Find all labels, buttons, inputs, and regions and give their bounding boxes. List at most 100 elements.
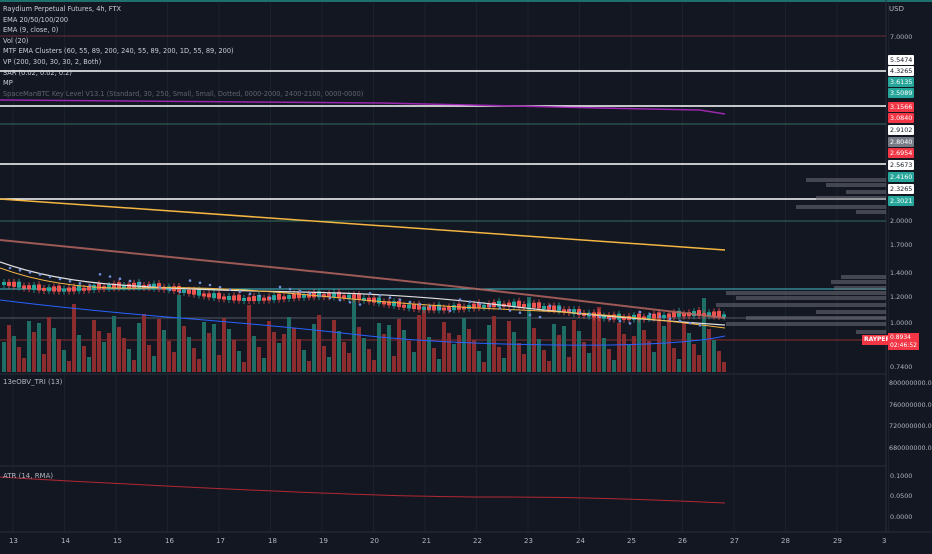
obv-legend[interactable]: 13eOBV_TRI (13) bbox=[3, 378, 63, 386]
legend-item-volume[interactable]: Vol (20) bbox=[3, 36, 29, 45]
key-level-label: 3.1566 bbox=[888, 102, 915, 112]
volume-bar bbox=[462, 318, 466, 372]
volume-bar bbox=[672, 348, 676, 372]
volume-bar bbox=[357, 327, 361, 372]
volume-profile-bar bbox=[856, 330, 886, 334]
sar-dot bbox=[648, 313, 652, 316]
sar-dot bbox=[328, 296, 332, 300]
candle-body bbox=[497, 300, 501, 307]
candle-body bbox=[562, 309, 566, 313]
last-price-value: 0.8934 bbox=[890, 334, 911, 341]
candle-body bbox=[377, 297, 381, 304]
volume-profile-bar bbox=[726, 322, 886, 326]
legend-item-ema-9[interactable]: EMA (9, close, 0) bbox=[3, 26, 59, 35]
volume-bar bbox=[57, 339, 61, 372]
volume-profile-bar bbox=[826, 183, 886, 187]
candle-body bbox=[47, 287, 51, 292]
volume-bar bbox=[7, 325, 11, 372]
volume-bar bbox=[637, 319, 641, 372]
volume-bar bbox=[217, 355, 221, 372]
volume-bar bbox=[717, 351, 721, 372]
volume-bar bbox=[162, 330, 166, 372]
candle-body bbox=[287, 294, 291, 299]
volume-bar bbox=[157, 319, 161, 372]
sar-dot bbox=[508, 309, 512, 312]
volume-bar bbox=[142, 314, 146, 372]
legend-item-ema-20-50-100-200[interactable]: EMA 20/50/100/200 bbox=[3, 15, 69, 24]
legend-item-mtf-ema-clusters[interactable]: MTF EMA Clusters (60, 55, 89, 200, 240, … bbox=[3, 47, 234, 56]
legend-item-sar[interactable]: SAR (0.02, 0.02, 0.2) bbox=[3, 68, 72, 77]
volume-bar bbox=[457, 335, 461, 372]
sar-dot bbox=[408, 300, 412, 304]
volume-bar bbox=[652, 352, 656, 372]
candle-body bbox=[97, 283, 101, 290]
volume-bar bbox=[47, 317, 51, 372]
volume-bar bbox=[617, 323, 621, 372]
time-tick: 26 bbox=[678, 537, 687, 545]
candle-body bbox=[367, 297, 371, 302]
symbol-price-tag: RAYPERP bbox=[862, 335, 897, 345]
volume-profile-bar bbox=[726, 291, 886, 295]
candle-body bbox=[362, 297, 366, 301]
price-tick: 1.2000 bbox=[890, 293, 913, 301]
candle-body bbox=[522, 304, 526, 308]
sar-dot bbox=[418, 302, 422, 306]
candle-body bbox=[232, 295, 236, 301]
candle-body bbox=[237, 294, 241, 301]
candle-body bbox=[72, 286, 76, 292]
legend-item-volume-profile[interactable]: VP (200, 300, 30, 30, 2, Both) bbox=[3, 57, 102, 66]
sar-dot bbox=[608, 317, 612, 321]
currency-label: USD bbox=[889, 5, 904, 13]
volume-bar bbox=[82, 346, 86, 372]
volume-bar bbox=[277, 343, 281, 372]
sar-dot bbox=[358, 303, 362, 306]
volume-bar bbox=[107, 333, 111, 372]
candle-body bbox=[32, 284, 36, 290]
volume-bar bbox=[242, 362, 246, 372]
volume-bar bbox=[2, 342, 6, 372]
candle-body bbox=[302, 294, 306, 298]
candle-body bbox=[257, 294, 261, 301]
mtf-ema-line bbox=[0, 99, 726, 115]
sar-dot bbox=[528, 313, 532, 317]
candle-body bbox=[352, 294, 356, 300]
volume-bar bbox=[647, 341, 651, 372]
candle-body bbox=[27, 285, 31, 290]
volume-bar bbox=[347, 353, 351, 372]
legend-item-key-levels[interactable]: SpaceManBTC Key Level V13.1 (Standard, 3… bbox=[3, 89, 364, 98]
sar-dot bbox=[438, 307, 442, 310]
volume-bar bbox=[52, 328, 56, 372]
sar-dot bbox=[238, 290, 242, 293]
candle-body bbox=[507, 302, 511, 307]
candle-body bbox=[182, 289, 186, 293]
volume-bar bbox=[482, 362, 486, 372]
symbol-title[interactable]: Raydium Perpetual Futures, 4h, FTX bbox=[3, 5, 121, 13]
candle-body bbox=[682, 313, 686, 317]
volume-profile-bar bbox=[806, 178, 886, 182]
volume-bar bbox=[332, 320, 336, 372]
atr-legend[interactable]: ATR (14, RMA) bbox=[3, 472, 54, 480]
candle-body bbox=[92, 285, 96, 291]
time-tick: 15 bbox=[113, 537, 122, 545]
candle-body bbox=[437, 304, 441, 311]
volume-bar bbox=[112, 316, 116, 372]
sar-dot bbox=[118, 277, 122, 281]
candle-body bbox=[227, 296, 231, 301]
volume-bar bbox=[377, 323, 381, 372]
key-level-label: 4.3265 bbox=[888, 66, 915, 76]
candle-body bbox=[297, 292, 301, 299]
volume-bar bbox=[562, 326, 566, 372]
candle-body bbox=[552, 305, 556, 311]
volume-bar bbox=[702, 298, 706, 372]
volume-bar bbox=[382, 334, 386, 372]
volume-bar bbox=[97, 331, 101, 372]
volume-bar bbox=[442, 322, 446, 372]
candle-body bbox=[242, 297, 246, 301]
volume-bar bbox=[447, 333, 451, 372]
legend-item-mp[interactable]: MP bbox=[3, 79, 13, 88]
volume-bar bbox=[292, 328, 296, 372]
sar-dot bbox=[348, 301, 352, 304]
candle-body bbox=[177, 286, 181, 293]
